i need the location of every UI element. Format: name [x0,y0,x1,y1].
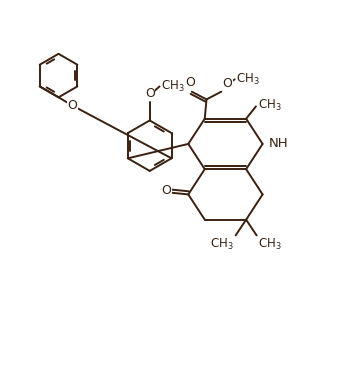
Text: O: O [145,88,155,100]
Text: NH: NH [269,138,289,150]
Text: CH$_3$: CH$_3$ [161,79,185,94]
Text: O: O [162,184,171,197]
Text: O: O [222,77,232,89]
Text: O: O [185,76,195,89]
Text: CH$_3$: CH$_3$ [258,98,281,113]
Text: CH$_3$: CH$_3$ [236,72,260,87]
Text: CH$_3$: CH$_3$ [258,237,282,252]
Text: CH$_3$: CH$_3$ [210,237,234,252]
Text: O: O [68,99,77,112]
